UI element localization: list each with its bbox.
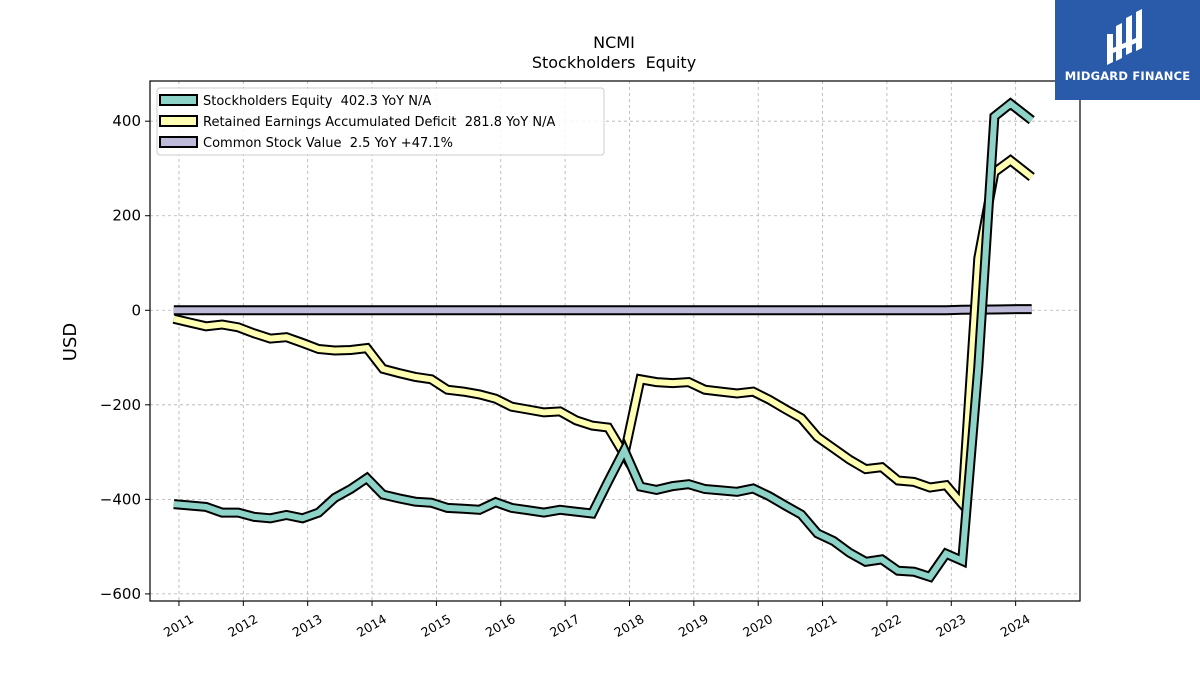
legend-swatch bbox=[159, 94, 198, 106]
chart-title: NCMI bbox=[593, 33, 635, 52]
midgard-finance-logo: MIDGARD FINANCE bbox=[1055, 0, 1200, 100]
x-tick-label: 2021 bbox=[805, 611, 840, 640]
x-tick-label: 2022 bbox=[869, 611, 904, 640]
y-tick-label: −400 bbox=[100, 490, 141, 508]
series-layer bbox=[172, 97, 1035, 583]
x-tick-label: 2013 bbox=[290, 611, 325, 640]
y-tick-label: 400 bbox=[112, 112, 141, 130]
x-tick-label: 2011 bbox=[161, 611, 196, 640]
legend-swatch bbox=[159, 136, 198, 148]
y-tick-label: −200 bbox=[100, 396, 141, 414]
x-tick-label: 2018 bbox=[611, 611, 646, 640]
x-tick-label: 2016 bbox=[483, 611, 518, 640]
x-tick-label: 2012 bbox=[225, 611, 260, 640]
x-tick-label: 2023 bbox=[933, 611, 968, 640]
series-line-outline bbox=[172, 154, 1035, 517]
legend-label: Stockholders Equity 402.3 YoY N/A bbox=[203, 94, 431, 109]
chart-subtitle: Stockholders Equity bbox=[532, 53, 696, 72]
series-line bbox=[173, 306, 1032, 314]
plot-frame bbox=[149, 80, 1081, 602]
axes-layer: 2011 2012 2013 2014 2015 2016 2017 2018 2019 2020… bbox=[100, 112, 1033, 640]
legend-box bbox=[156, 87, 605, 156]
series-1 bbox=[172, 154, 1035, 517]
legend: Stockholders Equity 402.3 YoY N/A Retaine… bbox=[156, 87, 605, 156]
x-tick-label: 2015 bbox=[418, 611, 453, 640]
legend-label: Retained Earnings Accumulated Deficit 28… bbox=[203, 115, 555, 130]
legend-swatch bbox=[159, 115, 198, 127]
x-tick-label: 2020 bbox=[740, 611, 775, 640]
y-tick-label: −600 bbox=[100, 585, 141, 603]
y-axis-label: USD bbox=[60, 323, 81, 361]
logo-mark-icon bbox=[1107, 9, 1142, 65]
x-tick-label: 2024 bbox=[998, 611, 1033, 640]
x-tick-label: 2014 bbox=[354, 611, 389, 640]
series-0 bbox=[173, 97, 1035, 583]
x-tick-label: 2017 bbox=[547, 611, 582, 640]
series-line bbox=[173, 156, 1034, 512]
logo-text: MIDGARD FINANCE bbox=[1064, 69, 1191, 83]
series-line bbox=[173, 99, 1034, 581]
legend-label: Common Stock Value 2.5 YoY +47.1% bbox=[203, 136, 453, 151]
series-2 bbox=[173, 304, 1032, 316]
y-tick-label: 0 bbox=[131, 301, 141, 319]
x-tick-label: 2019 bbox=[676, 611, 711, 640]
y-tick-label: 200 bbox=[112, 207, 141, 225]
